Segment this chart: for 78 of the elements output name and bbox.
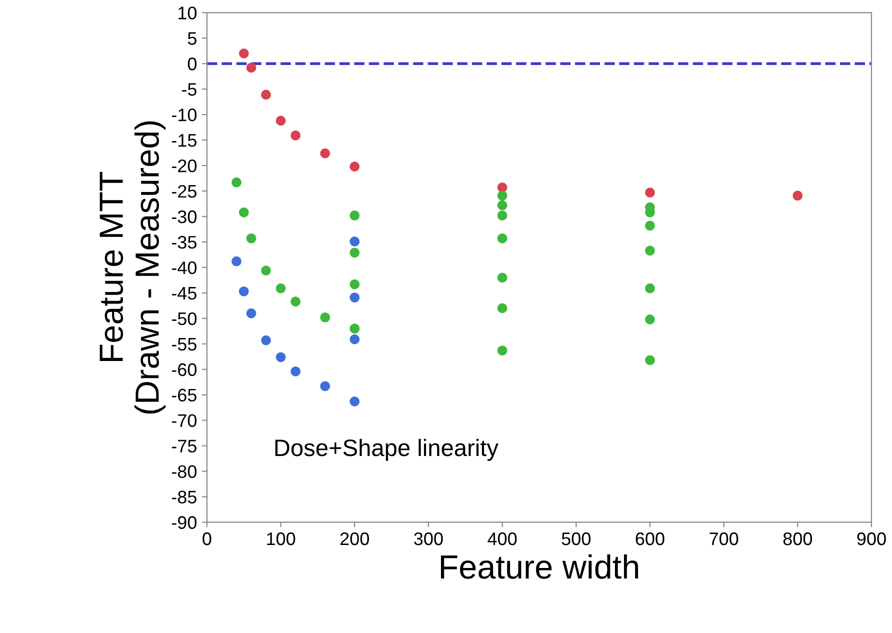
point bbox=[261, 335, 271, 346]
point bbox=[276, 352, 286, 362]
point bbox=[246, 308, 256, 318]
point bbox=[497, 182, 508, 192]
y-tick-label: -50 bbox=[172, 312, 197, 326]
point bbox=[261, 266, 271, 276]
point bbox=[645, 355, 655, 366]
point bbox=[320, 381, 330, 392]
annotation: Dose+Shape linearity bbox=[275, 438, 498, 461]
x-tick-label: 100 bbox=[267, 532, 296, 546]
point bbox=[276, 283, 286, 294]
point bbox=[497, 190, 508, 201]
point bbox=[350, 292, 360, 302]
point bbox=[497, 272, 508, 283]
x-tick-label: 900 bbox=[857, 532, 886, 546]
y-tick-label: -75 bbox=[172, 440, 196, 453]
x-tick-label: 800 bbox=[783, 532, 812, 546]
y-tick-label: -55 bbox=[172, 338, 196, 351]
point bbox=[246, 233, 256, 244]
y-tick-label: 5 bbox=[188, 32, 196, 45]
point bbox=[320, 312, 330, 322]
point bbox=[238, 208, 249, 218]
y-tick-label: 10 bbox=[178, 6, 197, 20]
y-axis-title: Feature MTT (Drawn - Measured) bbox=[100, 121, 166, 414]
x-tick-label: 700 bbox=[710, 532, 738, 546]
point bbox=[238, 48, 249, 58]
point bbox=[645, 283, 655, 294]
point bbox=[645, 188, 655, 198]
point bbox=[246, 62, 256, 73]
point bbox=[497, 346, 508, 356]
y-tick-label: -35 bbox=[172, 236, 196, 249]
y-tick-label: -80 bbox=[172, 465, 197, 478]
point bbox=[232, 256, 242, 266]
x-tick-label: 500 bbox=[562, 532, 590, 546]
point bbox=[792, 190, 803, 201]
x-tick-label: 300 bbox=[414, 532, 443, 546]
y-tick-label: -65 bbox=[172, 388, 196, 402]
y-tick-label: -15 bbox=[172, 134, 196, 147]
point bbox=[276, 116, 286, 126]
point bbox=[350, 210, 360, 220]
y-tick-label: -90 bbox=[172, 516, 197, 529]
y-tick-label: -45 bbox=[172, 287, 196, 300]
x-tick-label: 200 bbox=[340, 532, 369, 546]
x-tick-label: 400 bbox=[488, 532, 517, 546]
point bbox=[290, 130, 300, 140]
point bbox=[290, 366, 300, 376]
x-axis-title: Feature width bbox=[440, 554, 638, 579]
x-tick-label: 600 bbox=[636, 532, 664, 546]
point bbox=[350, 236, 360, 246]
y-tick-label: -40 bbox=[172, 261, 197, 274]
point bbox=[645, 246, 655, 256]
point bbox=[350, 334, 360, 344]
point bbox=[350, 324, 360, 334]
y-tick-label: 0 bbox=[188, 58, 197, 70]
point bbox=[350, 279, 360, 290]
y-tick-label: -60 bbox=[172, 363, 197, 376]
point bbox=[320, 148, 330, 158]
point bbox=[350, 396, 360, 406]
point bbox=[497, 210, 508, 220]
y-tick-label: -70 bbox=[172, 414, 197, 428]
point bbox=[238, 286, 249, 296]
y-tick-label: -85 bbox=[172, 490, 196, 504]
point bbox=[290, 296, 300, 306]
point bbox=[645, 314, 655, 324]
x-tick-label: 0 bbox=[202, 532, 212, 546]
y-tick-label: -10 bbox=[172, 108, 197, 122]
point bbox=[497, 200, 508, 210]
point bbox=[261, 90, 271, 100]
y-tick-label: -25 bbox=[172, 184, 196, 198]
point bbox=[232, 177, 242, 188]
y-tick-label: -30 bbox=[172, 210, 197, 224]
point bbox=[497, 233, 508, 244]
point bbox=[350, 162, 360, 172]
point bbox=[350, 248, 360, 258]
point bbox=[645, 220, 655, 231]
y-tick-label: -5 bbox=[182, 83, 196, 96]
y-tick-label: -20 bbox=[172, 159, 197, 172]
point bbox=[497, 303, 508, 314]
